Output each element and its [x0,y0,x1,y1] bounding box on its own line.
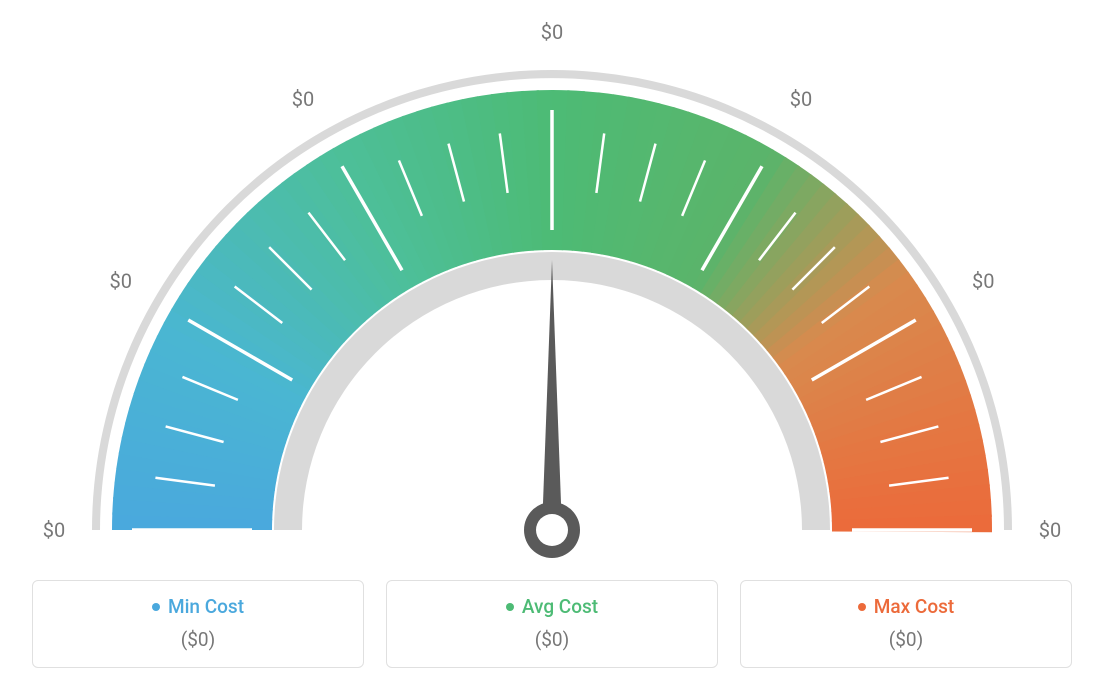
legend-label-min: Min Cost [168,595,244,618]
legend-box-max: Max Cost ($0) [740,580,1072,668]
legend-value-min: ($0) [43,628,353,651]
legend-value-max: ($0) [751,628,1061,651]
legend-dot-min [152,603,160,611]
tick-label: $0 [43,518,65,542]
legend-value-avg: ($0) [397,628,707,651]
tick-label: $0 [1039,518,1061,542]
tick-label: $0 [109,269,131,293]
tick-label: $0 [292,87,314,111]
legend-title-max: Max Cost [858,595,954,618]
legend-box-avg: Avg Cost ($0) [386,580,718,668]
legend-box-min: Min Cost ($0) [32,580,364,668]
legend-dot-avg [506,603,514,611]
gauge-chart: $0 $0 $0 $0 $0 $0 $0 [32,10,1072,570]
legend: Min Cost ($0) Avg Cost ($0) Max Cost ($0… [32,580,1072,668]
legend-label-avg: Avg Cost [522,595,598,618]
tick-label: $0 [541,20,563,44]
legend-title-avg: Avg Cost [506,595,598,618]
legend-title-min: Min Cost [152,595,244,618]
legend-dot-max [858,603,866,611]
gauge-svg [32,10,1072,570]
legend-label-max: Max Cost [874,595,954,618]
tick-label: $0 [790,87,812,111]
tick-label: $0 [972,269,994,293]
